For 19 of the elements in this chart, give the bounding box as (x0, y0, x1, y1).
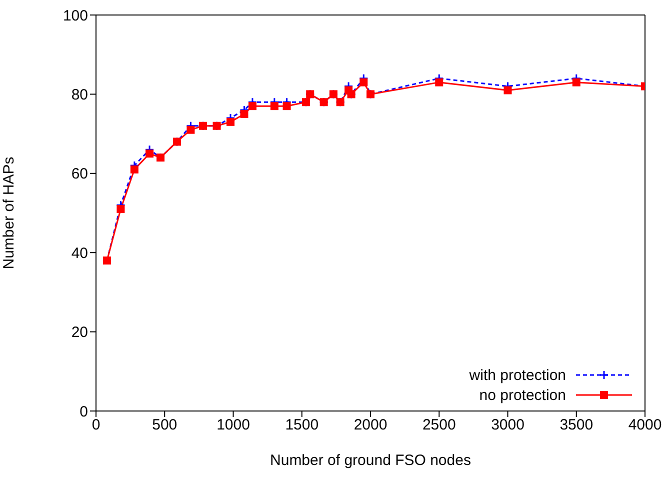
x-tick-label: 500 (152, 416, 178, 434)
y-tick-label: 80 (71, 86, 88, 104)
x-tick-label: 1000 (216, 416, 250, 434)
y-tick-label: 20 (71, 324, 88, 342)
y-tick-label: 40 (71, 244, 88, 262)
y-tick-label: 60 (71, 166, 88, 183)
legend-label: with protection (469, 366, 566, 384)
x-tick-label: 0 (92, 416, 100, 434)
x-tick-label: 2500 (422, 416, 456, 434)
x-tick-label: 2000 (354, 416, 388, 434)
y-tick-label: 100 (62, 7, 88, 24)
x-tick-label: 3000 (491, 416, 524, 434)
x-axis-title: Number of ground FSO nodes (270, 452, 471, 469)
x-tick-label: 4000 (628, 416, 662, 434)
y-axis-title: Number of HAPs (0, 156, 18, 270)
x-tick-label: 3500 (560, 416, 594, 434)
y-tick-label: 0 (80, 403, 88, 420)
x-tick-label: 1500 (285, 416, 319, 434)
legend-label: no protection (479, 386, 566, 404)
